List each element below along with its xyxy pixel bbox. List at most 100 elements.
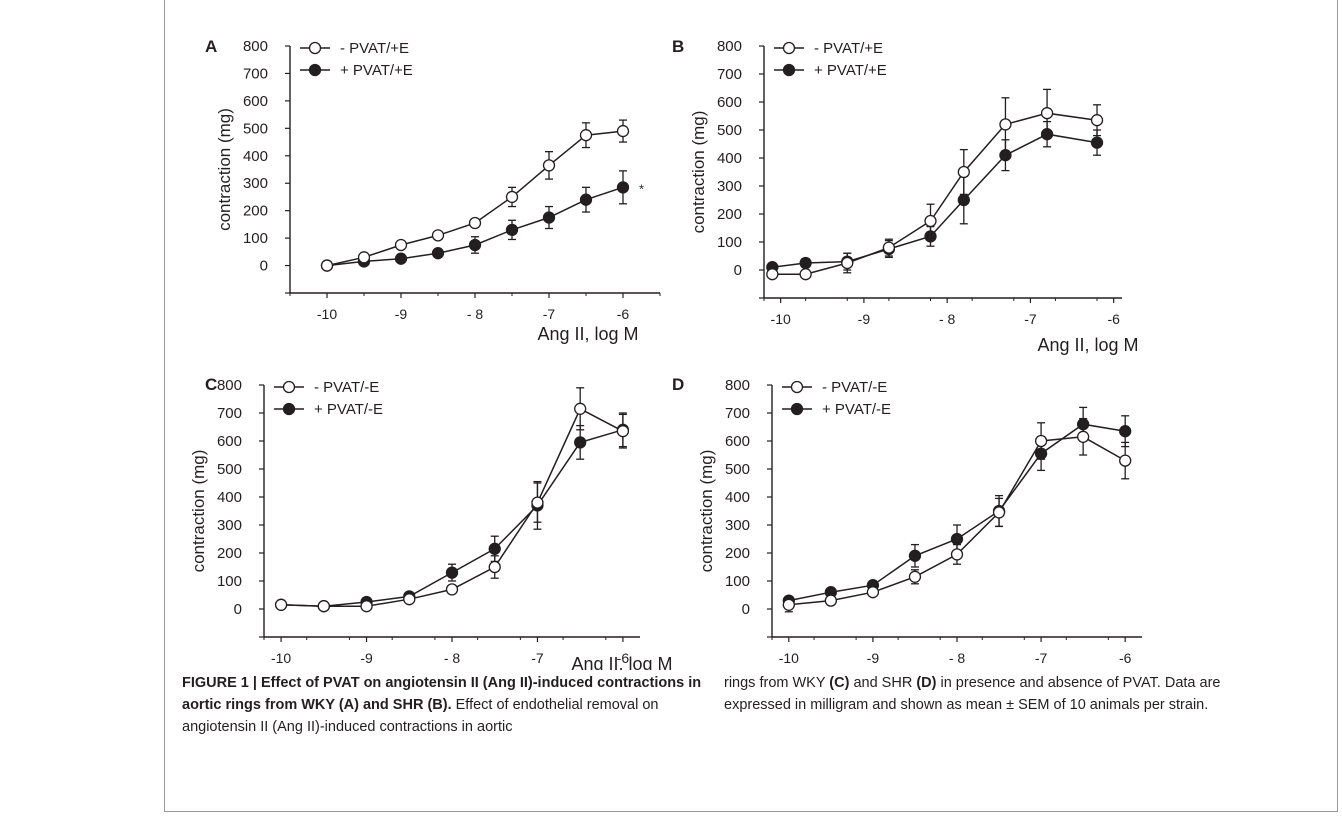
data-point <box>841 256 854 270</box>
legend-marker <box>308 41 322 55</box>
y-tick-label: 300 <box>243 175 268 192</box>
data-point <box>274 598 288 611</box>
panel-c: C 0 100 200 300 400 500 600 700 800 -10 -9 - 8 -7 -6An… <box>189 375 673 670</box>
y-axis-label: contraction (mg) <box>189 450 208 573</box>
series-0 <box>274 387 630 613</box>
caption-text-2b: and SHR <box>849 675 917 691</box>
legend-label: + PVAT/-E <box>822 401 891 418</box>
data-point <box>445 583 459 596</box>
data-point <box>908 549 922 562</box>
y-tick-label: 700 <box>717 66 742 83</box>
caption-text-2e: in presence and absence of PVAT. Data ar… <box>724 675 1221 713</box>
data-point <box>579 129 593 142</box>
legend: - PVAT/-E + PVAT/-E <box>782 379 891 418</box>
x-axis-label: Ang II, log M <box>1049 668 1150 670</box>
data-point <box>431 247 445 260</box>
y-tick-label: 300 <box>717 178 742 195</box>
legend-marker <box>282 402 296 416</box>
legend-label: - PVAT/-E <box>822 379 887 396</box>
y-tick-label: 200 <box>717 206 742 223</box>
data-point <box>1040 107 1054 120</box>
y-tick-label: 600 <box>243 93 268 110</box>
y-tick-label: 100 <box>717 234 742 251</box>
y-tick-label: 0 <box>742 601 750 618</box>
data-point <box>992 506 1006 519</box>
data-point <box>866 586 880 599</box>
data-point <box>505 223 519 237</box>
data-point <box>357 251 371 264</box>
x-tick-label: -10 <box>271 650 291 666</box>
data-point <box>799 256 812 270</box>
data-point <box>394 252 408 265</box>
y-tick-label: 500 <box>725 461 750 478</box>
data-point <box>488 542 501 555</box>
y-tick-label: 400 <box>717 150 742 167</box>
y-tick-label: 400 <box>243 148 268 165</box>
legend-label: + PVAT/+E <box>814 62 887 79</box>
legend-marker <box>282 380 296 394</box>
series-0 <box>320 119 630 272</box>
series-1 <box>766 120 1104 274</box>
y-tick-label: 700 <box>725 405 750 422</box>
y-tick-label: 200 <box>243 203 268 220</box>
legend-label: + PVAT/-E <box>314 401 383 418</box>
x-tick-label: -6 <box>1107 311 1120 327</box>
y-tick-label: 100 <box>217 573 242 590</box>
legend: - PVAT/+E + PVAT/+E <box>300 40 413 79</box>
y-tick-label: 800 <box>243 38 268 55</box>
data-point <box>999 118 1012 131</box>
legend-label: + PVAT/+E <box>340 62 413 79</box>
panel-a: A 0 100 200 300 400 500 600 700 800 -10 -9 - 8 -7 -6 An… <box>205 37 661 344</box>
legend-marker <box>308 63 322 77</box>
y-tick-label: 200 <box>217 545 242 562</box>
x-tick-label: - 8 <box>949 650 966 666</box>
series-0 <box>766 88 1104 281</box>
legend-marker <box>790 380 804 394</box>
x-tick-label: -9 <box>867 650 880 666</box>
y-tick-label: 600 <box>717 94 742 111</box>
data-point <box>1119 454 1132 467</box>
legend-label: - PVAT/+E <box>340 40 409 57</box>
y-tick-label: 300 <box>217 517 242 534</box>
figure-frame <box>164 0 1338 812</box>
data-point <box>403 593 416 606</box>
data-point <box>616 181 630 194</box>
data-point <box>394 238 408 252</box>
series-line <box>788 423 1126 602</box>
x-tick-label: -6 <box>617 306 630 322</box>
y-tick-label: 0 <box>734 262 742 279</box>
legend: - PVAT/-E + PVAT/-E <box>274 379 383 418</box>
y-tick-label: 800 <box>725 377 750 394</box>
data-point <box>957 193 970 207</box>
data-point <box>320 259 334 272</box>
x-tick-label: - 8 <box>467 306 484 322</box>
x-tick-label: -7 <box>1024 311 1037 327</box>
data-point <box>505 190 519 204</box>
y-tick-label: 0 <box>234 601 242 618</box>
data-point <box>317 600 330 613</box>
data-point <box>579 193 593 206</box>
caption-figure-label: FIGURE 1 | <box>182 675 261 691</box>
legend-marker <box>782 41 796 55</box>
data-point <box>950 548 964 561</box>
series-0 <box>782 417 1132 613</box>
y-tick-label: 400 <box>725 489 750 506</box>
figure-caption-right: rings from WKY (C) and SHR (D) in presen… <box>724 672 1284 716</box>
data-point <box>616 124 630 138</box>
data-point <box>468 238 482 252</box>
data-point <box>488 560 501 574</box>
legend-marker <box>790 402 804 416</box>
x-tick-label: - 8 <box>444 650 461 666</box>
x-tick-label: -9 <box>395 306 408 322</box>
x-tick-label: -10 <box>771 311 791 327</box>
x-tick-label: -9 <box>360 650 373 666</box>
y-tick-label: 500 <box>217 461 242 478</box>
legend-label: - PVAT/+E <box>814 40 883 57</box>
data-point <box>824 594 838 607</box>
y-axis-label: contraction (mg) <box>697 450 716 573</box>
x-tick-label: -7 <box>531 650 544 666</box>
x-tick-label: -6 <box>1119 650 1132 666</box>
data-point <box>574 402 587 415</box>
data-point <box>1119 425 1132 438</box>
significance-annotation: * <box>639 181 644 196</box>
